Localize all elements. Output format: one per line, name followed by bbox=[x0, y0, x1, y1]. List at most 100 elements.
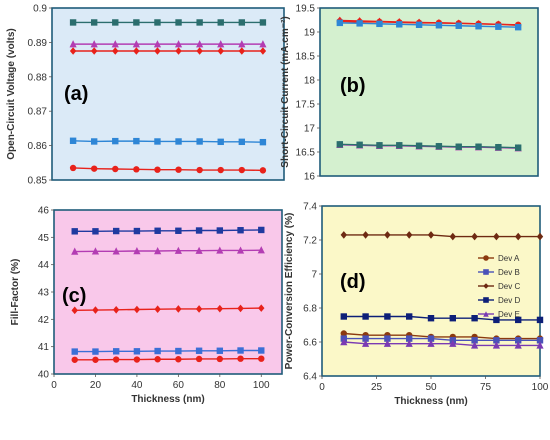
data-point bbox=[238, 138, 246, 146]
data-point bbox=[259, 167, 267, 174]
data-point bbox=[90, 165, 98, 172]
y-tick-label: 16.5 bbox=[296, 148, 316, 159]
data-point bbox=[196, 40, 204, 48]
data-point bbox=[384, 335, 391, 342]
data-point bbox=[493, 316, 500, 324]
data-point bbox=[92, 356, 99, 363]
data-point bbox=[195, 305, 203, 313]
data-point bbox=[216, 246, 224, 254]
data-point bbox=[112, 137, 119, 145]
y-tick-label: 6.8 bbox=[303, 304, 317, 315]
y-tick-label: 18 bbox=[304, 76, 316, 87]
data-point bbox=[112, 19, 119, 26]
data-point bbox=[257, 246, 265, 254]
data-point bbox=[112, 227, 120, 235]
data-point bbox=[238, 166, 246, 174]
data-point bbox=[90, 138, 98, 145]
data-point bbox=[69, 19, 77, 26]
data-point bbox=[133, 356, 141, 363]
series-line bbox=[343, 337, 540, 341]
data-point bbox=[258, 226, 265, 234]
data-point bbox=[69, 137, 77, 144]
series-E bbox=[340, 338, 544, 349]
data-point bbox=[384, 231, 391, 239]
legend-marker bbox=[483, 297, 489, 303]
x-tick-label: 40 bbox=[131, 380, 143, 391]
data-point bbox=[196, 47, 203, 55]
data-point bbox=[376, 20, 383, 28]
data-point bbox=[69, 47, 77, 55]
data-point bbox=[217, 40, 225, 48]
data-point bbox=[216, 227, 224, 234]
x-tick-label: 60 bbox=[173, 380, 185, 391]
data-point bbox=[492, 341, 500, 349]
series-line bbox=[73, 140, 263, 143]
data-point bbox=[196, 19, 203, 26]
panel-background bbox=[51, 7, 285, 181]
data-point bbox=[154, 347, 161, 355]
data-point bbox=[237, 227, 244, 234]
data-point bbox=[383, 339, 391, 347]
series-C bbox=[71, 304, 265, 315]
data-point bbox=[112, 348, 120, 355]
data-point bbox=[175, 347, 182, 355]
data-point bbox=[133, 247, 141, 255]
data-point bbox=[384, 313, 391, 320]
data-point bbox=[154, 47, 161, 55]
series-line bbox=[74, 349, 262, 353]
data-point bbox=[396, 21, 403, 28]
y-tick-label: 0.9 bbox=[33, 4, 47, 15]
series-line bbox=[339, 19, 519, 26]
series-D bbox=[71, 226, 265, 235]
y-tick-label: 0.87 bbox=[28, 107, 48, 118]
y-tick-label: 19 bbox=[304, 28, 316, 39]
data-point bbox=[90, 40, 98, 48]
data-point bbox=[259, 19, 267, 26]
data-point bbox=[133, 348, 141, 355]
data-point bbox=[427, 339, 435, 347]
x-tick-label: 50 bbox=[425, 382, 437, 393]
y-tick-label: 6.4 bbox=[303, 372, 317, 383]
panel-letter: (c) bbox=[62, 285, 86, 307]
data-point bbox=[495, 144, 502, 151]
data-point bbox=[69, 40, 77, 48]
data-point bbox=[217, 19, 224, 26]
y-tick-label: 19.5 bbox=[296, 4, 316, 15]
data-point bbox=[340, 338, 348, 346]
data-point bbox=[237, 304, 244, 313]
data-point bbox=[475, 143, 482, 150]
data-point bbox=[133, 305, 141, 314]
data-point bbox=[153, 40, 162, 48]
y-tick-label: 0.88 bbox=[28, 72, 48, 83]
data-point bbox=[238, 40, 246, 48]
series-line bbox=[343, 341, 540, 347]
panel-2: 16 16.5 17 17.5 18 18.5 19 19.5 Short-Circuit Cu… bbox=[280, 4, 539, 183]
data-point bbox=[471, 337, 478, 344]
data-point bbox=[493, 337, 500, 344]
data-point bbox=[154, 227, 161, 234]
x-tick-label: 80 bbox=[214, 380, 226, 391]
data-point bbox=[258, 304, 265, 312]
data-point bbox=[154, 356, 161, 363]
data-point bbox=[406, 335, 413, 342]
series-line bbox=[73, 167, 263, 172]
panel-3: 40 41 42 43 44 45 46 0 20 40 60 80 100 Fill-Factor (%… bbox=[10, 206, 283, 405]
series-line bbox=[339, 22, 519, 28]
data-point bbox=[90, 47, 98, 55]
y-tick-label: 17 bbox=[304, 124, 316, 135]
series-B bbox=[71, 347, 265, 355]
y-tick-label: 45 bbox=[38, 233, 50, 244]
data-point bbox=[259, 138, 267, 146]
panel-background bbox=[53, 209, 283, 375]
data-point bbox=[154, 138, 161, 145]
data-point bbox=[376, 142, 383, 149]
y-tick-label: 41 bbox=[38, 342, 50, 353]
data-point bbox=[195, 246, 203, 254]
data-point bbox=[195, 355, 203, 363]
data-point bbox=[455, 143, 462, 150]
data-point bbox=[112, 305, 120, 314]
data-point bbox=[362, 335, 369, 342]
data-point bbox=[362, 339, 370, 347]
data-point bbox=[175, 166, 182, 173]
data-point bbox=[133, 19, 140, 26]
